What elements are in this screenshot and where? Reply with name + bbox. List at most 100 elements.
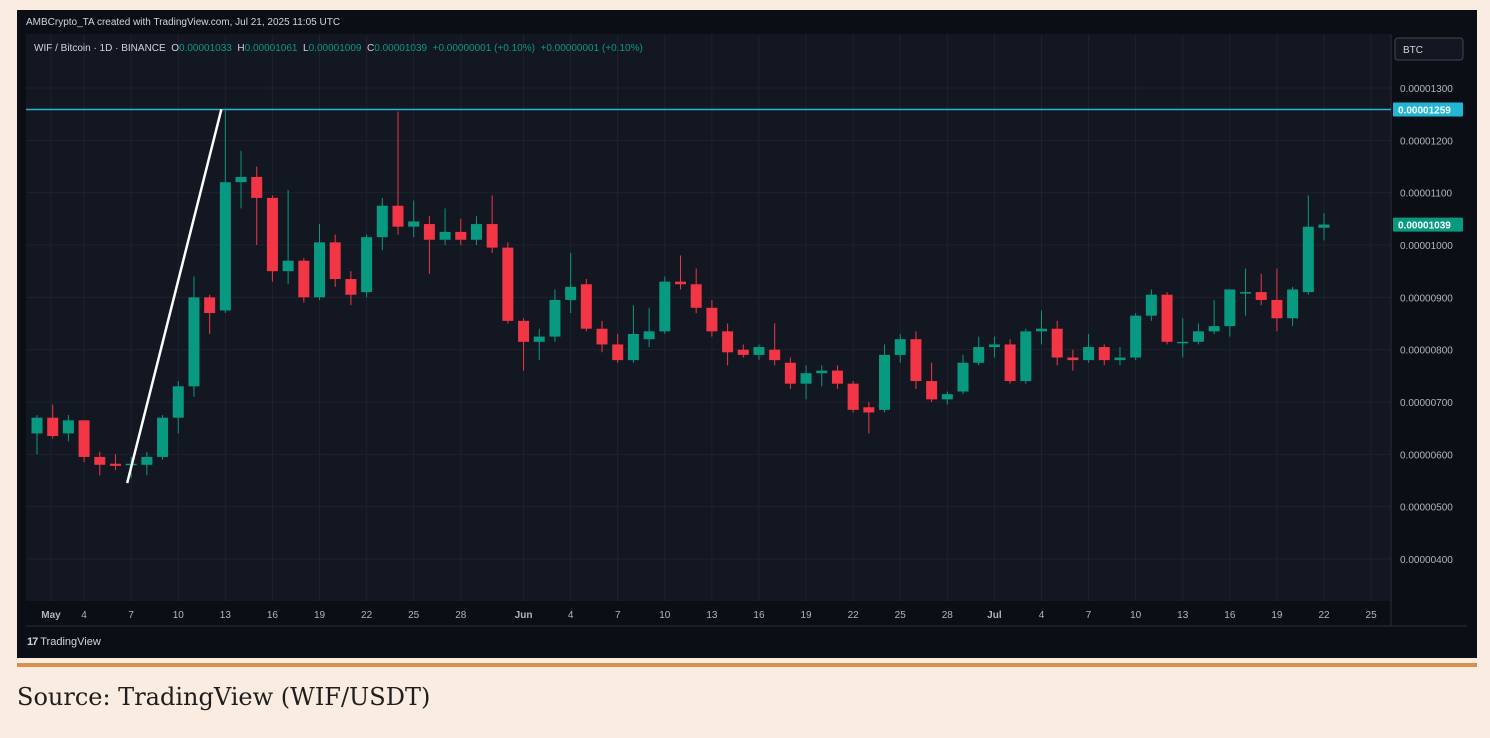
chart-frame: 0.00001300 0.00001200 0.00001100 0.00001000… xyxy=(17,10,1477,658)
candle-body xyxy=(612,344,624,361)
candle-body xyxy=(266,197,278,272)
tradingview-logo[interactable]: 17 TradingView xyxy=(27,636,101,648)
candle-body xyxy=(659,281,671,332)
candle-body xyxy=(1035,328,1047,332)
legend-segment: +0.00000001 (+0.10%) xyxy=(433,43,541,54)
candle-body xyxy=(565,286,577,300)
y-tick-label: 0.00001100 xyxy=(1400,189,1453,200)
candle-body xyxy=(1224,289,1236,327)
y-tick-label: 0.00000800 xyxy=(1400,346,1453,357)
x-tick-label: 13 xyxy=(1177,610,1189,621)
candle-body xyxy=(439,231,451,240)
candle-body xyxy=(1302,226,1314,293)
candle-body xyxy=(910,339,922,382)
candle-body xyxy=(549,299,561,337)
x-tick-label: 22 xyxy=(848,610,860,621)
candle-body xyxy=(1177,341,1189,344)
candle-body xyxy=(831,370,843,384)
x-tick-label: 19 xyxy=(800,610,812,621)
x-tick-label: Jul xyxy=(987,610,1002,621)
legend-segment: L xyxy=(303,43,309,54)
candle-body xyxy=(973,347,985,363)
candle-body xyxy=(31,417,43,434)
candle-body xyxy=(298,260,310,298)
candle-body xyxy=(722,331,734,353)
candle-body xyxy=(926,381,938,400)
candle-body xyxy=(329,242,341,280)
candle-body xyxy=(141,456,153,465)
price-label-text: 0.00001259 xyxy=(1398,105,1451,116)
x-tick-label: 7 xyxy=(128,610,134,621)
candle-body xyxy=(988,344,1000,348)
candle-body xyxy=(957,362,969,392)
candle-body xyxy=(376,205,388,238)
candle-body xyxy=(816,370,828,374)
candle-body xyxy=(800,373,812,384)
candle-body xyxy=(423,224,435,240)
legend-segment: 0.00001061 xyxy=(245,43,303,54)
x-tick-label: Jun xyxy=(515,610,533,621)
candle-body xyxy=(361,237,373,293)
candle-body xyxy=(1161,294,1173,342)
candle-body xyxy=(596,328,608,345)
candle-body xyxy=(502,247,514,321)
candle-body xyxy=(1318,224,1330,228)
candle-body xyxy=(894,339,906,355)
candle-body xyxy=(486,224,498,248)
candle-body xyxy=(251,176,263,198)
trend-line xyxy=(125,109,223,484)
candle-body xyxy=(690,284,702,308)
candle-body xyxy=(62,420,74,434)
legend-segment: 0.00001009 xyxy=(309,43,367,54)
legend-segment: H xyxy=(237,43,244,54)
candle-body xyxy=(879,354,891,410)
candle-body xyxy=(1098,347,1110,361)
chart-header: AMBCrypto_TA created with TradingView.co… xyxy=(26,17,340,28)
currency-badge-text: BTC xyxy=(1403,45,1423,56)
candle-body xyxy=(706,307,718,332)
candle-body xyxy=(470,224,482,240)
candle-body xyxy=(1020,331,1032,382)
candle-body xyxy=(1067,357,1079,361)
legend-segment: WIF / Bitcoin · 1D · BINANCE xyxy=(34,43,171,54)
x-tick-label: 4 xyxy=(568,610,574,621)
legend-segment: 0.00001033 xyxy=(179,43,237,54)
x-tick-label: 28 xyxy=(455,610,467,621)
candle-body xyxy=(863,407,875,413)
candlestick-chart[interactable]: 0.00001300 0.00001200 0.00001100 0.00001000… xyxy=(17,10,1477,658)
attribution-text: AMBCrypto_TA created with TradingView.co… xyxy=(26,17,341,28)
x-tick-label: 16 xyxy=(267,610,279,621)
candle-body xyxy=(769,349,781,361)
tradingview-logo-text: TradingView xyxy=(40,636,101,648)
x-tick-label: 16 xyxy=(753,610,765,621)
price-label-badge xyxy=(1393,102,1463,117)
x-tick-label: 4 xyxy=(1039,610,1045,621)
candle-body xyxy=(643,331,655,340)
x-tick-label: 22 xyxy=(361,610,373,621)
candle-body xyxy=(314,242,326,298)
image-caption: Source: TradingView (WIF/USDT) xyxy=(17,683,431,711)
y-tick-label: 0.00000600 xyxy=(1400,450,1453,461)
x-tick-label: 10 xyxy=(659,610,671,621)
y-tick-label: 0.00000400 xyxy=(1400,555,1453,566)
candle-body xyxy=(78,420,90,457)
candle-body xyxy=(1004,344,1016,382)
candle-body xyxy=(1192,331,1204,342)
candle-body xyxy=(109,463,121,466)
y-tick-label: 0.00000700 xyxy=(1400,398,1453,409)
candle-body xyxy=(847,383,859,410)
candle-body xyxy=(941,394,953,400)
x-tick-label: 19 xyxy=(314,610,326,621)
x-tick-label: 4 xyxy=(81,610,87,621)
legend-segment: C xyxy=(367,43,374,54)
candle-body xyxy=(455,231,467,240)
legend-segment: O xyxy=(171,43,179,54)
candle-body xyxy=(408,221,420,227)
candle-body xyxy=(1240,292,1252,294)
x-tick-label: 7 xyxy=(615,610,621,621)
y-tick-label: 0.00000900 xyxy=(1400,293,1453,304)
x-tick-label: 13 xyxy=(220,610,232,621)
candle-body xyxy=(157,417,169,457)
caption-divider xyxy=(17,663,1477,667)
candle-body xyxy=(753,347,765,355)
